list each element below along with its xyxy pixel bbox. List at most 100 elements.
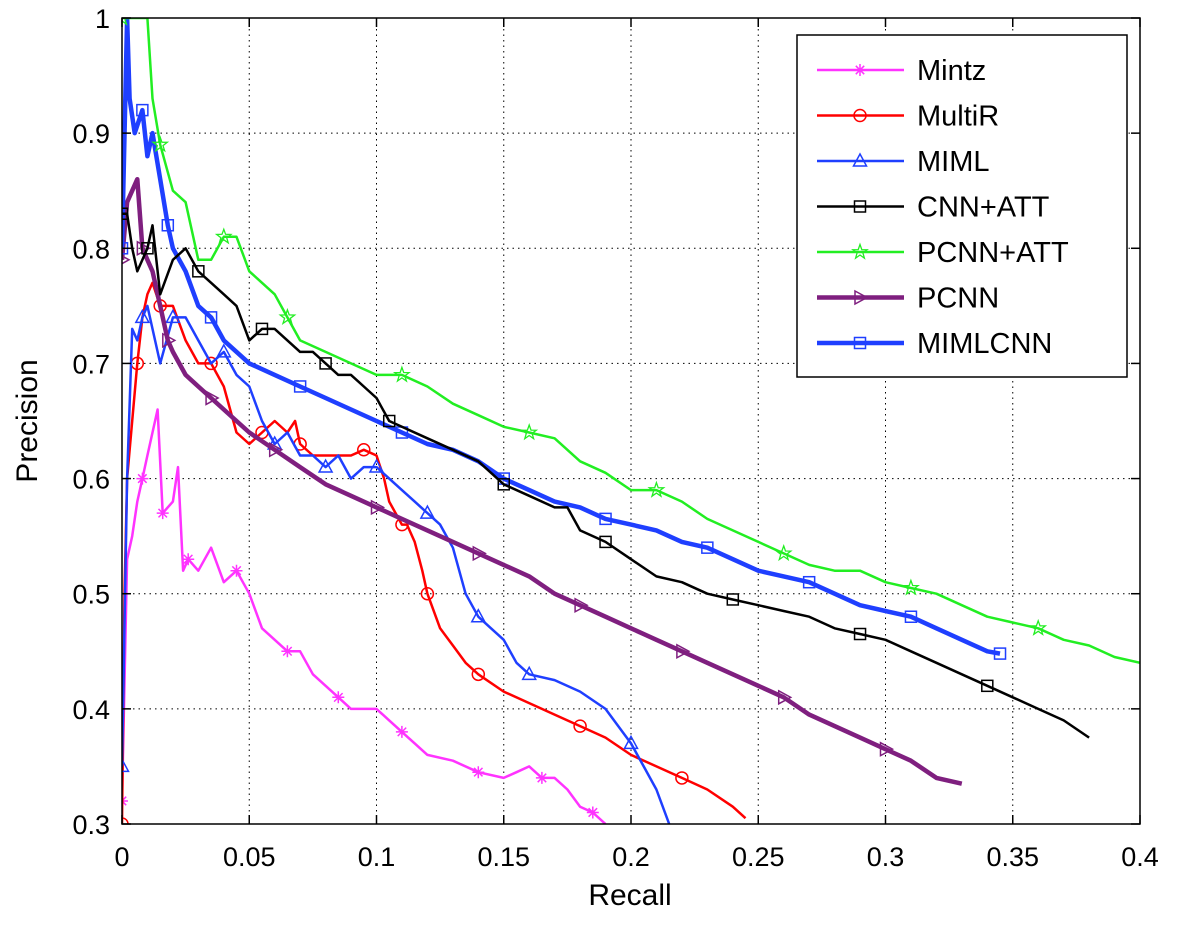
series-line-mintz [122, 408, 607, 824]
data-point-cnn-att [319, 357, 332, 370]
data-point-pcnn [268, 442, 284, 458]
y-tick-label: 0.6 [72, 465, 110, 495]
x-tick-label: 0.4 [1121, 842, 1159, 872]
data-point-pcnn-att [774, 543, 793, 562]
x-tick-label: 0.2 [612, 842, 650, 872]
data-point-mimlcnn [802, 575, 816, 589]
data-point-cnn-att [981, 679, 994, 693]
data-point-miml [623, 734, 639, 750]
x-tick-label: 0.3 [867, 842, 905, 872]
data-point-pcnn [472, 545, 487, 562]
legend-label: MIMLCNN [917, 328, 1052, 360]
data-point-cnn-att [726, 593, 740, 606]
legend-item-pcnn: PCNN [817, 283, 999, 315]
legend-marker [853, 200, 867, 213]
data-point-mimlcnn [701, 541, 714, 554]
data-point-pcnn-att [278, 307, 297, 325]
legend-label: Mintz [917, 55, 986, 87]
data-point-cnn-att [382, 414, 396, 428]
data-point-pcnn-att [151, 135, 170, 153]
data-point-pcnn [205, 390, 220, 406]
series-layer [122, 18, 1140, 824]
series-line-pcnn-att [122, 18, 1140, 665]
legend-item-miml: MIML [817, 146, 990, 178]
data-point-miml [470, 608, 487, 623]
data-point-mimlcnn [161, 219, 175, 232]
legend-item-multir: MultiR [817, 101, 999, 133]
series-mintz [122, 408, 607, 824]
legend-item-mintz: Mintz [817, 55, 986, 87]
x-tick-label: 0.25 [732, 842, 785, 872]
data-point-multir [471, 667, 486, 682]
data-point-miml [165, 308, 181, 324]
legend-marker [851, 242, 869, 260]
series-miml [122, 304, 671, 824]
x-tick-label: 0.15 [477, 842, 530, 872]
data-point-mintz [230, 564, 243, 577]
data-point-pcnn-att [520, 423, 539, 441]
series-line-pcnn [122, 176, 963, 786]
legend-marker [854, 64, 866, 76]
y-tick-label: 0.4 [72, 695, 110, 725]
data-point-multir [204, 356, 218, 371]
legend-label: CNN+ATT [917, 192, 1050, 224]
data-point-cnn-att [497, 478, 510, 491]
data-point-pcnn [879, 741, 895, 757]
y-tick-label: 0.3 [72, 810, 110, 840]
legend-item-pcnn-att: PCNN+ATT [817, 237, 1069, 269]
legend-marker [852, 152, 868, 167]
data-point-cnn-att [599, 535, 612, 549]
legend-marker [854, 289, 869, 306]
x-tick-label: 0.1 [358, 842, 396, 872]
legend-label: MIML [917, 146, 990, 178]
data-point-pcnn [676, 643, 691, 660]
data-point-pcnn [162, 332, 177, 349]
data-point-multir [420, 586, 435, 601]
data-point-miml [134, 308, 151, 324]
legend-marker [853, 108, 867, 123]
legend: Mintz MultiR MIML CNN+ATT PCNN+ATT PCNN MIMLCN… [796, 34, 1128, 378]
data-point-pcnn [777, 689, 793, 706]
data-point-multir [573, 719, 587, 733]
data-point-mimlcnn [136, 103, 149, 117]
data-point-mintz [332, 691, 345, 704]
y-tick-label: 0.8 [72, 234, 110, 264]
data-point-mintz [395, 725, 408, 738]
data-point-mimlcnn [204, 311, 218, 324]
data-point-pcnn [574, 597, 589, 613]
data-point-mintz [182, 553, 195, 566]
legend-label: PCNN [917, 283, 999, 315]
series-cnn-att [122, 207, 1090, 739]
data-point-pcnn-att [901, 578, 920, 596]
data-point-mintz [156, 507, 169, 520]
data-point-mintz [472, 766, 485, 779]
data-point-multir [357, 443, 371, 457]
data-point-cnn-att [853, 627, 867, 641]
legend-label: PCNN+ATT [917, 237, 1069, 269]
x-tick-label: 0.05 [223, 842, 276, 872]
data-point-cnn-att [192, 265, 205, 278]
data-point-cnn-att [141, 242, 154, 255]
legend-label: MultiR [917, 101, 999, 133]
legend-item-cnn-att: CNN+ATT [817, 192, 1050, 224]
data-point-pcnn-att [214, 227, 233, 245]
y-tick-label: 0.7 [72, 349, 110, 379]
series-pcnn [122, 176, 963, 786]
axis-ticks: 0 0.05 0.1 0.15 0.2 0.25 0.3 0.35 0.4 0.3 0.4 0.5 0.… [72, 4, 1158, 872]
data-point-mimlcnn [599, 512, 612, 526]
data-point-mintz [535, 771, 548, 784]
data-point-mintz [281, 645, 294, 658]
x-tick-label: 0.35 [986, 842, 1039, 872]
y-tick-label: 1 [95, 4, 110, 34]
data-point-miml [368, 458, 385, 473]
data-point-mintz [586, 806, 599, 819]
data-point-miml [216, 343, 232, 358]
y-tick-label: 0.5 [72, 580, 110, 610]
data-point-miml [521, 665, 537, 681]
series-line-cnn-att [122, 212, 1090, 739]
data-point-mimlcnn [904, 610, 918, 623]
y-axis-label: Precision [11, 359, 44, 482]
data-point-pcnn [370, 499, 386, 516]
legend-marker [853, 336, 867, 350]
